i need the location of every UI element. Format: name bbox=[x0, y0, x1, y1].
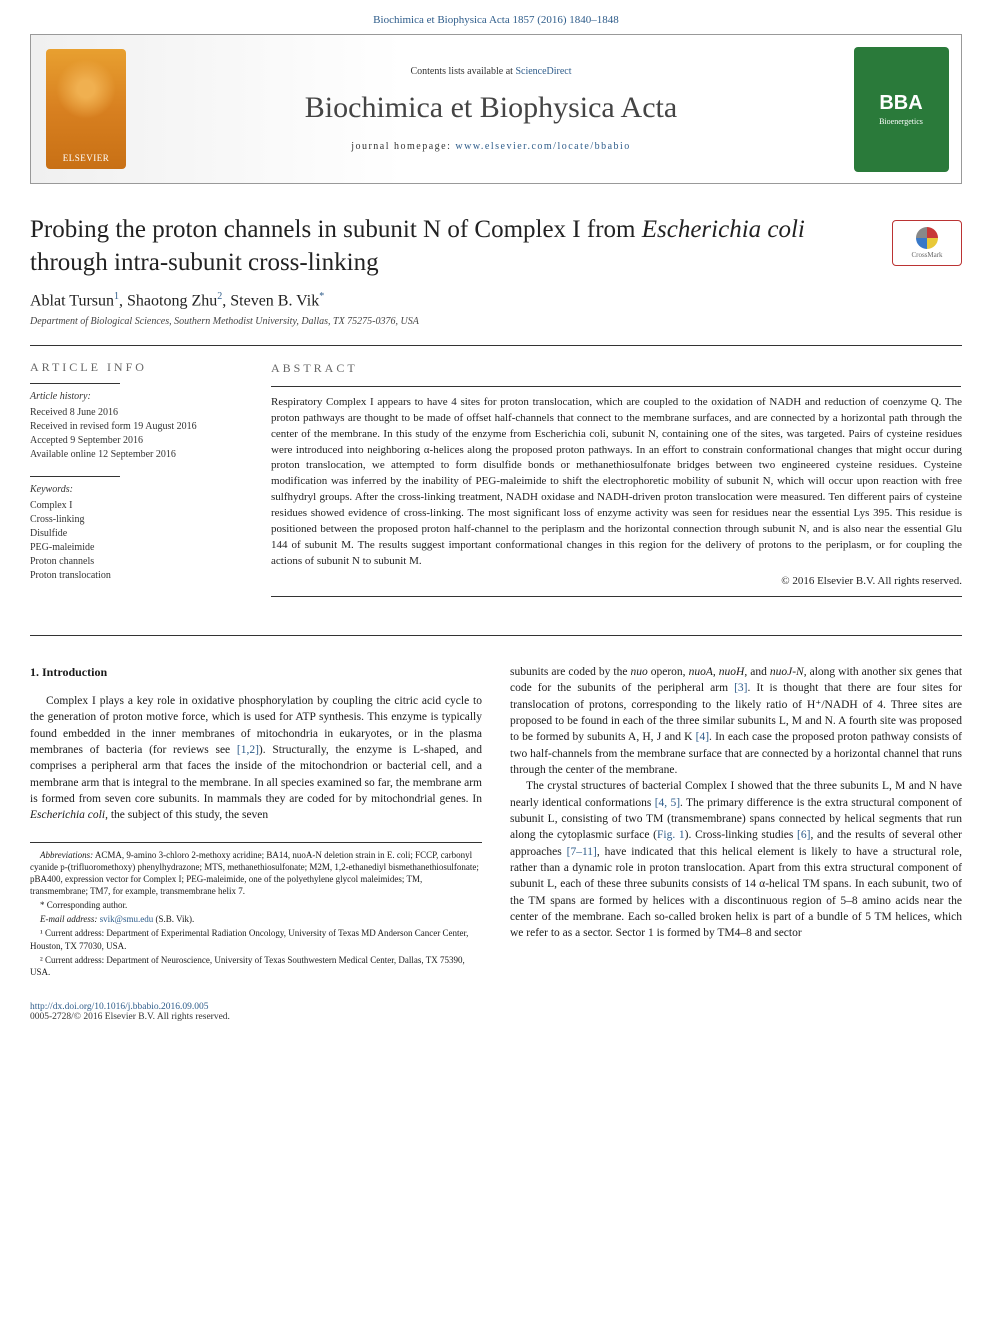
ref-link[interactable]: [4, 5] bbox=[655, 797, 680, 809]
journal-center: Contents lists available at ScienceDirec… bbox=[141, 35, 841, 183]
homepage-link[interactable]: www.elsevier.com/locate/bbabio bbox=[455, 141, 630, 152]
footnotes: Abbreviations: ACMA, 9-amino 3-chloro 2-… bbox=[30, 842, 482, 978]
footnote-1: ¹ Current address: Department of Experim… bbox=[30, 927, 482, 951]
ref-link[interactable]: [4] bbox=[696, 731, 709, 743]
column-right: subunits are coded by the nuo operon, nu… bbox=[510, 664, 962, 980]
authors: Ablat Tursun1, Shaotong Zhu2, Steven B. … bbox=[30, 291, 962, 310]
abstract-body: Respiratory Complex I appears to have 4 … bbox=[271, 395, 962, 570]
column-left: 1. Introduction Complex I plays a key ro… bbox=[30, 664, 482, 980]
journal-header: Contents lists available at ScienceDirec… bbox=[30, 34, 962, 184]
keyword: Cross-linking bbox=[30, 513, 239, 527]
article-info: ARTICLE INFO Article history: Received 8… bbox=[30, 346, 255, 617]
keywords-label: Keywords: bbox=[30, 483, 239, 497]
contents-line: Contents lists available at ScienceDirec… bbox=[410, 66, 571, 77]
info-heading: ARTICLE INFO bbox=[30, 360, 239, 375]
sciencedirect-link[interactable]: ScienceDirect bbox=[515, 66, 571, 77]
affiliation: Department of Biological Sciences, South… bbox=[30, 316, 962, 327]
keyword: Complex I bbox=[30, 499, 239, 513]
ref-link[interactable]: [6] bbox=[797, 829, 810, 841]
fig-link[interactable]: Fig. 1 bbox=[657, 829, 685, 841]
footnote-2: ² Current address: Department of Neurosc… bbox=[30, 954, 482, 978]
journal-title: Biochimica et Biophysica Acta bbox=[305, 91, 677, 125]
elsevier-tree-icon bbox=[46, 49, 126, 169]
abstract-heading: ABSTRACT bbox=[271, 360, 962, 377]
crossmark-icon bbox=[916, 227, 938, 249]
crossmark-badge[interactable]: CrossMark bbox=[892, 220, 962, 266]
ref-link[interactable]: [3] bbox=[734, 682, 747, 694]
divider-bottom bbox=[30, 635, 962, 636]
corresponding-author: * Corresponding author. bbox=[30, 899, 482, 911]
header-citation: Biochimica et Biophysica Acta 1857 (2016… bbox=[0, 0, 992, 34]
journal-homepage: journal homepage: www.elsevier.com/locat… bbox=[351, 141, 631, 152]
abstract: ABSTRACT Respiratory Complex I appears t… bbox=[255, 346, 962, 617]
keyword: PEG-maleimide bbox=[30, 541, 239, 555]
keyword: Disulfide bbox=[30, 527, 239, 541]
intro-para-1: Complex I plays a key role in oxidative … bbox=[30, 693, 482, 824]
footer: http://dx.doi.org/10.1016/j.bbabio.2016.… bbox=[30, 1002, 962, 1022]
keyword: Proton translocation bbox=[30, 569, 239, 583]
intro-para-2: subunits are coded by the nuo operon, nu… bbox=[510, 664, 962, 778]
abbreviations: Abbreviations: ACMA, 9-amino 3-chloro 2-… bbox=[30, 849, 482, 898]
received-date: Received 8 June 2016 bbox=[30, 406, 239, 420]
copyright: © 2016 Elsevier B.V. All rights reserved… bbox=[271, 574, 962, 590]
accepted-date: Accepted 9 September 2016 bbox=[30, 434, 239, 448]
email-link[interactable]: svik@smu.edu bbox=[100, 914, 154, 924]
article-title: Probing the proton channels in subunit N… bbox=[30, 214, 962, 279]
bba-badge-icon: BBA Bioenergetics bbox=[854, 47, 949, 172]
issn-line: 0005-2728/© 2016 Elsevier B.V. All right… bbox=[30, 1012, 230, 1022]
email-line: E-mail address: svik@smu.edu (S.B. Vik). bbox=[30, 913, 482, 925]
bba-logo: BBA Bioenergetics bbox=[841, 35, 961, 183]
history-label: Article history: bbox=[30, 390, 239, 404]
doi-link[interactable]: http://dx.doi.org/10.1016/j.bbabio.2016.… bbox=[30, 1002, 208, 1012]
revised-date: Received in revised form 19 August 2016 bbox=[30, 420, 239, 434]
ref-link[interactable]: [1,2] bbox=[237, 744, 259, 756]
section-heading-intro: 1. Introduction bbox=[30, 664, 482, 681]
elsevier-logo bbox=[31, 35, 141, 183]
intro-para-3: The crystal structures of bacterial Comp… bbox=[510, 778, 962, 941]
ref-link[interactable]: [7–11] bbox=[567, 846, 597, 858]
keyword: Proton channels bbox=[30, 555, 239, 569]
online-date: Available online 12 September 2016 bbox=[30, 448, 239, 462]
